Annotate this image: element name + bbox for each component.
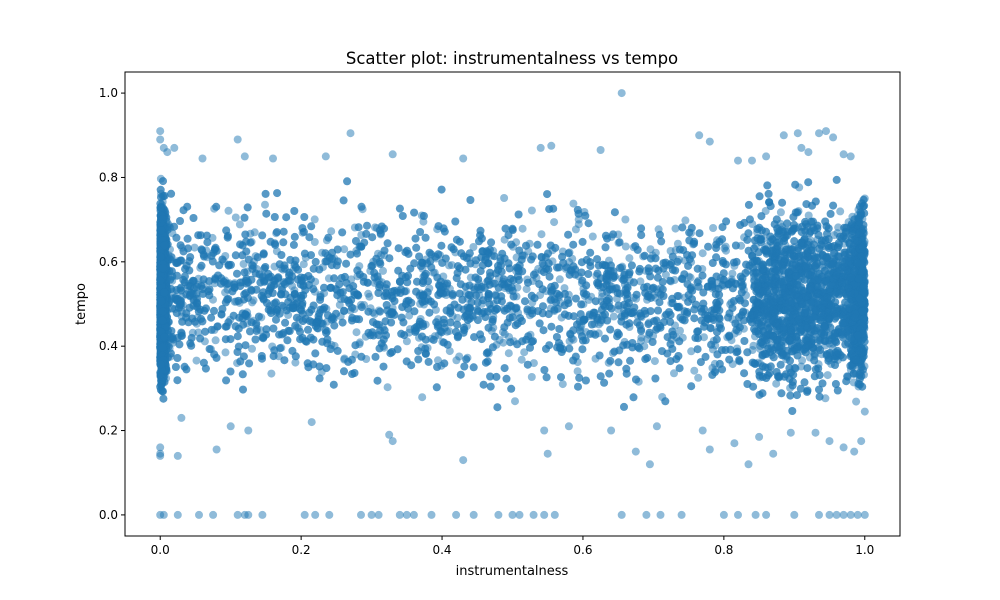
scatter-point: [365, 292, 374, 301]
scatter-point: [310, 238, 319, 246]
scatter-point: [383, 383, 392, 392]
scatter-point: [310, 215, 319, 224]
scatter-point: [709, 224, 718, 232]
scatter-point: [670, 369, 678, 378]
scatter-point: [728, 269, 737, 278]
scatter-point: [327, 227, 336, 236]
scatter-point: [267, 369, 276, 378]
scatter-point: [504, 349, 513, 358]
scatter-point: [517, 355, 526, 364]
scatter-point: [823, 371, 832, 380]
scatter-point: [834, 223, 843, 232]
scatter-point: [500, 194, 509, 202]
scatter-point: [527, 373, 536, 381]
scatter-point: [550, 218, 559, 227]
plot-area: [156, 89, 869, 519]
scatter-point: [211, 336, 220, 345]
scatter-point: [687, 347, 696, 356]
scatter-point: [650, 357, 659, 366]
scatter-point: [248, 344, 256, 353]
scatter-point: [469, 243, 478, 251]
scatter-point: [231, 213, 240, 222]
scatter-point: [224, 206, 233, 215]
scatter-point: [636, 277, 645, 286]
scatter-point: [609, 312, 618, 321]
scatter-point: [671, 224, 680, 233]
scatter-point: [418, 393, 427, 402]
scatter-point: [621, 242, 630, 251]
scatter-point: [527, 206, 536, 215]
scatter-point: [500, 330, 509, 339]
scatter-point: [676, 326, 684, 335]
scatter-point: [299, 260, 308, 269]
scatter-point: [720, 244, 729, 253]
scatter-point: [694, 373, 703, 382]
scatter-point: [852, 397, 861, 406]
scatter-point: [455, 352, 464, 361]
scatter-point: [379, 266, 387, 275]
chart-title: Scatter plot: instrumentalness vs tempo: [346, 49, 678, 68]
scatter-point: [661, 270, 670, 279]
scatter-point: [529, 359, 538, 368]
scatter-point: [573, 367, 582, 376]
scatter-point: [772, 379, 781, 388]
scatter-point: [804, 211, 813, 220]
scatter-point: [558, 380, 567, 389]
scatter-point: [690, 366, 699, 375]
scatter-point: [511, 397, 519, 406]
scatter-point: [221, 348, 230, 357]
scatter-point: [190, 243, 199, 252]
scatter-point: [776, 208, 785, 217]
scatter-point: [571, 225, 580, 234]
scatter-point: [681, 216, 690, 225]
scatter-point: [522, 285, 531, 294]
scatter-point: [340, 245, 349, 254]
scatter-point: [555, 275, 564, 284]
point-cloud: [156, 174, 869, 415]
scatter-point: [192, 356, 201, 365]
scatter-point: [700, 333, 708, 342]
scatter-point: [646, 245, 655, 254]
scatter-point: [698, 249, 707, 258]
scatter-point: [537, 230, 546, 239]
scatter-point: [588, 232, 597, 241]
scatter-point: [569, 199, 578, 208]
scatter-point: [625, 254, 634, 263]
scatter-point: [352, 328, 361, 337]
scatter-point: [235, 220, 244, 229]
scatter-point: [518, 224, 527, 233]
scatter-point: [621, 215, 630, 224]
